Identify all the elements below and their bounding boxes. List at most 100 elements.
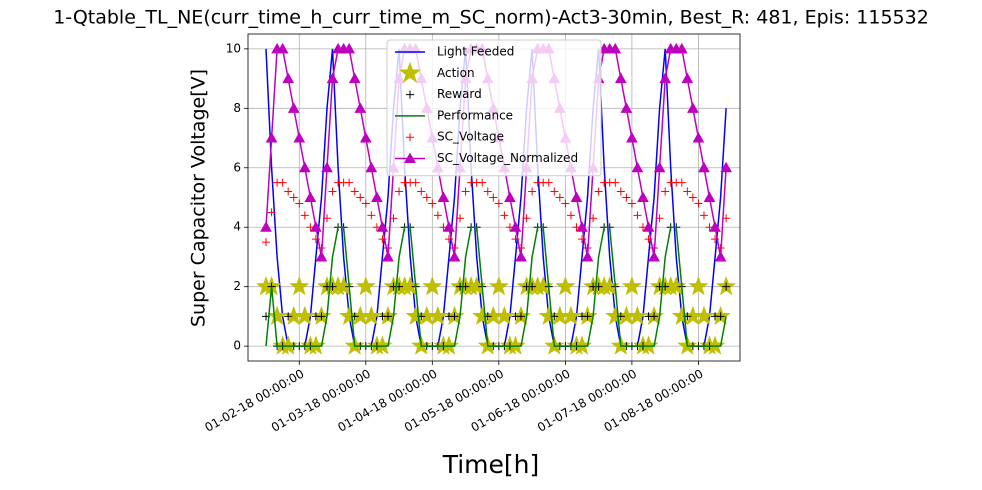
plus-marker [428,199,437,208]
plot-area [255,42,737,355]
plus-marker [683,187,692,196]
triangle-marker [642,221,655,232]
star-marker [372,335,393,355]
triangle-marker [709,221,721,232]
star-marker [277,335,299,355]
triangle-marker [509,221,522,232]
triangle-marker [348,72,361,84]
legend-label: SC_Voltage_Normalized [437,151,578,165]
legend: Light Feeded Action Reward Performance SC_Vo… [386,39,602,177]
triangle-marker [504,191,516,202]
x-axis-label: Time[h] [442,450,540,479]
star-marker [688,275,709,296]
triangle-marker [609,42,622,54]
star-marker [488,275,510,296]
plus-marker [328,187,337,196]
triangle-marker [326,72,339,84]
plus-marker [517,312,526,321]
triangle-marker [265,132,278,143]
triangle-marker [448,250,461,262]
plus-marker [345,178,354,187]
triangle-marker [298,161,311,173]
triangle-marker [515,250,527,262]
star-marker [532,275,554,296]
plus-marker [433,211,442,220]
star-marker [333,275,354,296]
triangle-marker [653,161,666,173]
triangle-marker [354,102,367,113]
triangle-marker [321,161,333,173]
plus-marker [566,211,575,220]
triangle-marker [359,132,372,143]
plus-marker [478,178,487,187]
triangle-marker [698,161,710,173]
plus-marker [278,178,287,187]
triangle-marker [282,72,295,84]
star-marker [638,335,659,355]
triangle-marker [576,221,588,232]
y-axis-label: Super Capacitor Voltage[V] [188,69,210,327]
plus-marker [406,133,414,142]
plus-marker [267,208,276,217]
triangle-marker [581,250,594,262]
plus-marker [500,211,509,220]
plus-marker [650,312,659,321]
star-marker [665,275,687,296]
y-tick-label: 4 [233,220,241,234]
plus-marker [716,312,725,321]
plus-marker [300,211,309,220]
plus-marker [317,312,326,321]
plus-marker [594,187,603,196]
star-marker [704,335,726,355]
plus-marker [611,178,620,187]
plus-marker [616,187,625,196]
triangle-marker [614,72,627,84]
plus-marker [550,187,559,196]
triangle-marker [376,221,389,232]
triangle-marker [293,132,306,143]
plus-marker [289,193,298,202]
star-marker [621,275,643,296]
star-marker [355,275,377,296]
plus-marker [622,193,631,202]
triangle-marker [714,250,727,262]
y-tick-label: 8 [233,101,241,115]
plus-marker [395,187,404,196]
triangle-marker [681,72,694,84]
star-marker [466,275,487,296]
legend-label: SC_Voltage [437,130,504,144]
plus-marker [417,187,426,196]
legend-box [386,39,602,177]
legend-label: Light Feeded [437,45,514,59]
chart-title: 1-Qtable_TL_NE(curr_time_h_curr_time_m_S… [53,7,929,29]
y-tick-label: 2 [233,279,241,293]
plus-marker [661,187,670,196]
triangle-marker [626,132,638,143]
triangle-marker [404,152,416,163]
plus-marker [295,199,304,208]
triangle-marker [720,161,732,173]
legend-label: Performance [437,108,513,122]
triangle-marker [620,102,633,113]
plus-marker [356,193,365,202]
plus-marker [699,211,708,220]
star-marker [505,335,526,355]
plus-marker [561,199,570,208]
legend-label: Reward [437,87,482,101]
triangle-marker [659,72,672,84]
plus-marker [411,178,420,187]
y-tick-label: 0 [233,339,241,353]
star-marker [289,275,310,296]
triangle-marker [276,42,289,54]
plus-marker [284,187,293,196]
star-marker [399,275,421,296]
star-marker [438,335,460,355]
star-marker [599,275,620,296]
star-marker [422,275,443,296]
plus-marker [722,282,731,291]
plus-marker [688,193,697,202]
triangle-marker [648,250,660,262]
plus-marker [694,199,703,208]
plus-marker [583,312,592,321]
